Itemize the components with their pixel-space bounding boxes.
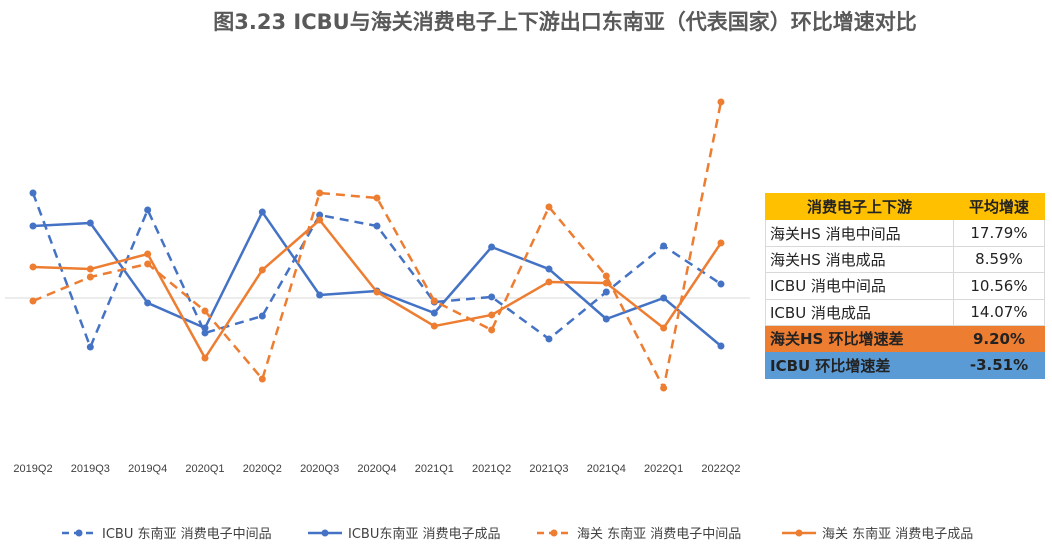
- data-point-3: [86, 265, 94, 273]
- average-growth-table: 消费电子上下游 平均增速 海关HS 消电中间品 17.79% 海关HS 消电成品 8…: [765, 192, 1045, 379]
- row-label: ICBU 消电成品: [765, 298, 954, 326]
- data-point-2: [316, 189, 324, 197]
- data-point-3: [430, 322, 438, 330]
- table-row: 海关HS 消电成品 8.59%: [765, 245, 1045, 274]
- legend-label: 海关 东南亚 消费电子中间品: [577, 526, 741, 542]
- data-point-2: [602, 272, 610, 280]
- data-point-0: [316, 211, 324, 219]
- data-point-0: [602, 288, 610, 296]
- x-tick-label: 2021Q3: [529, 463, 568, 475]
- data-point-2: [144, 260, 152, 268]
- data-point-3: [602, 279, 610, 287]
- table-row-customs-diff: 海关HS 环比增速差 9.20%: [765, 324, 1045, 353]
- data-point-1: [602, 315, 610, 323]
- x-tick-label: 2022Q2: [701, 463, 740, 475]
- data-point-0: [144, 206, 152, 214]
- data-point-0: [373, 222, 381, 230]
- series-line-2: [32, 101, 723, 390]
- data-point-1: [545, 265, 553, 273]
- data-point-2: [545, 203, 553, 211]
- x-tick-label: 2022Q1: [644, 463, 683, 475]
- legend-marker-2: [550, 529, 558, 537]
- x-tick-label: 2020Q3: [300, 463, 339, 475]
- series-line-1: [32, 210, 722, 347]
- data-point-3: [660, 324, 668, 332]
- data-point-1: [660, 294, 668, 302]
- table-header-cell: 平均增速: [953, 192, 1045, 221]
- legend-marker-0: [75, 529, 83, 537]
- data-point-2: [29, 297, 37, 305]
- row-value: 9.20%: [953, 324, 1045, 353]
- data-point-3: [201, 354, 209, 362]
- row-value: 10.56%: [953, 272, 1045, 300]
- legend-label: ICBU 东南亚 消费电子中间品: [102, 526, 272, 542]
- data-point-0: [29, 189, 37, 197]
- data-point-0: [660, 242, 668, 250]
- x-tick-label: 2020Q2: [243, 463, 282, 475]
- data-point-1: [144, 299, 152, 307]
- x-tick-label: 2021Q1: [415, 463, 454, 475]
- data-point-2: [201, 307, 209, 315]
- data-point-2: [430, 297, 438, 305]
- data-point-1: [430, 309, 438, 317]
- data-point-1: [201, 324, 209, 332]
- data-point-3: [373, 288, 381, 296]
- table-row: ICBU 消电中间品 10.56%: [765, 272, 1045, 300]
- row-value: 17.79%: [953, 219, 1045, 247]
- data-point-3: [144, 250, 152, 258]
- row-label: ICBU 环比增速差: [765, 351, 954, 379]
- data-point-3: [29, 263, 37, 271]
- x-tick-label: 2021Q2: [472, 463, 511, 475]
- data-point-3: [545, 278, 553, 286]
- data-point-3: [717, 239, 725, 247]
- series-line-0: [31, 192, 722, 349]
- data-point-1: [258, 208, 266, 216]
- data-point-2: [717, 98, 725, 106]
- data-point-0: [86, 343, 94, 351]
- data-point-2: [488, 326, 496, 334]
- chart-title: 图3.23 ICBU与海关消费电子上下游出口东南亚（代表国家）环比增速对比: [213, 10, 917, 34]
- x-tick-label: 2019Q4: [128, 463, 167, 475]
- legend-marker-3: [795, 529, 803, 537]
- row-label: 海关HS 消电中间品: [765, 219, 954, 247]
- row-label: ICBU 消电中间品: [765, 272, 954, 300]
- x-tick-label: 2020Q4: [357, 463, 396, 475]
- table-row: 海关HS 消电中间品 17.79%: [765, 219, 1045, 247]
- legend-marker-1: [321, 529, 329, 537]
- x-tick-label: 2019Q2: [13, 463, 52, 475]
- row-label: 海关HS 环比增速差: [765, 324, 954, 353]
- x-tick-label: 2020Q1: [185, 463, 224, 475]
- data-point-3: [258, 266, 266, 274]
- data-point-1: [316, 291, 324, 299]
- row-value: 8.59%: [953, 245, 1045, 274]
- row-label: 海关HS 消电成品: [765, 245, 954, 274]
- x-tick-label: 2019Q3: [71, 463, 110, 475]
- x-tick-label: 2021Q4: [587, 463, 626, 475]
- row-value: 14.07%: [953, 298, 1045, 326]
- data-point-2: [86, 273, 94, 281]
- data-point-1: [488, 243, 496, 251]
- data-point-2: [373, 194, 381, 202]
- data-point-1: [86, 219, 94, 227]
- data-point-1: [717, 342, 725, 350]
- table-row: ICBU 消电成品 14.07%: [765, 298, 1045, 326]
- row-value: -3.51%: [953, 351, 1045, 379]
- data-point-1: [29, 222, 37, 230]
- data-point-2: [258, 375, 266, 383]
- data-point-2: [660, 384, 668, 392]
- data-point-3: [316, 216, 324, 224]
- table-row-icbu-diff: ICBU 环比增速差 -3.51%: [765, 351, 1045, 379]
- table-header-cell: 消费电子上下游: [765, 192, 954, 221]
- data-point-0: [201, 329, 209, 337]
- data-point-0: [488, 293, 496, 301]
- data-point-0: [545, 335, 553, 343]
- legend-label: ICBU东南亚 消费电子成品: [348, 526, 500, 542]
- table-header-row: 消费电子上下游 平均增速: [765, 192, 1045, 221]
- data-point-0: [717, 280, 725, 288]
- legend-label: 海关 东南亚 消费电子成品: [822, 526, 973, 542]
- data-point-0: [258, 312, 266, 320]
- data-point-3: [488, 311, 496, 319]
